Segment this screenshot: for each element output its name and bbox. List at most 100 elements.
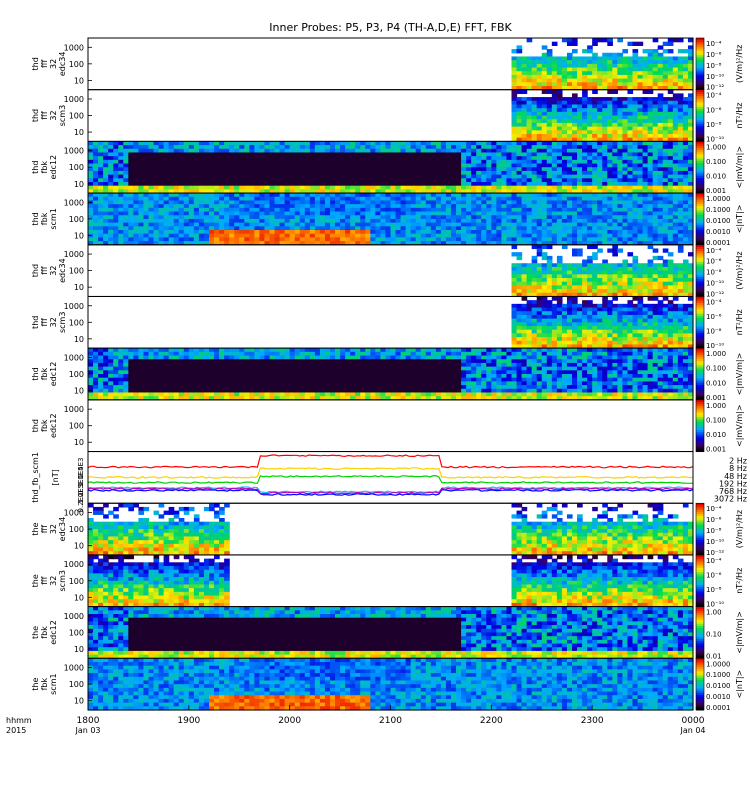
heatmap-cell	[526, 38, 533, 43]
heatmap-cell	[511, 244, 518, 250]
heatmap-cell	[304, 200, 311, 205]
heatmap-cell	[607, 230, 613, 235]
heatmap-cell	[430, 148, 437, 154]
heatmap-cell	[375, 163, 382, 168]
heatmap-cell	[516, 152, 523, 157]
heatmap-cell	[486, 156, 492, 161]
heatmap-cell	[375, 141, 382, 146]
heatmap-cell	[314, 185, 321, 190]
heatmap-cell	[168, 189, 175, 194]
heatmap-cell	[521, 281, 528, 286]
heatmap-cell	[375, 152, 382, 157]
heatmap-cell	[526, 145, 533, 150]
heatmap-cell	[607, 233, 613, 238]
heatmap-cell	[324, 196, 331, 202]
heatmap-cell	[652, 222, 659, 227]
heatmap-cell	[239, 159, 245, 165]
heatmap-cell	[521, 122, 528, 128]
heatmap-cell	[647, 259, 654, 264]
panel-label: thd	[31, 109, 40, 122]
heatmap-cell	[556, 111, 563, 117]
heatmap-cell	[541, 163, 548, 168]
heatmap-cell	[309, 152, 316, 157]
heatmap-cell	[274, 211, 281, 216]
colorbar-cell	[696, 262, 704, 265]
heatmap-cell	[103, 189, 109, 194]
heatmap-cell	[662, 226, 669, 231]
heatmap-cell	[556, 167, 563, 172]
heatmap-cell	[395, 145, 402, 150]
heatmap-cell	[284, 152, 291, 157]
heatmap-cell	[118, 141, 124, 146]
heatmap-cell	[597, 237, 603, 242]
heatmap-cell	[224, 182, 230, 187]
heatmap-cell	[324, 241, 331, 246]
heatmap-cell	[324, 226, 331, 231]
heatmap-cell	[269, 159, 276, 165]
heatmap-cell	[506, 196, 513, 202]
heatmap-cell	[572, 318, 578, 323]
heatmap-cell	[516, 255, 523, 261]
heatmap-cell	[98, 178, 104, 183]
heatmap-cell	[516, 185, 523, 190]
heatmap-cell	[556, 285, 563, 290]
heatmap-cell	[687, 211, 694, 216]
heatmap-cell	[335, 211, 341, 216]
heatmap-cell	[617, 82, 624, 87]
heatmap-cell	[657, 111, 664, 117]
heatmap-cell	[632, 137, 639, 142]
heatmap-cell	[556, 270, 563, 275]
heatmap-cell	[88, 207, 94, 213]
heatmap-cell	[526, 300, 533, 305]
colorbar-cell	[696, 70, 704, 73]
heatmap-cell	[198, 211, 205, 216]
heatmap-cell	[360, 226, 366, 231]
heatmap-cell	[88, 141, 94, 146]
heatmap-cell	[672, 233, 679, 238]
heatmap-cell	[188, 233, 195, 238]
heatmap-cell	[627, 174, 634, 179]
heatmap-cell	[209, 159, 215, 165]
heatmap-cell	[274, 204, 281, 209]
heatmap-cell	[319, 152, 326, 157]
heatmap-cell	[677, 130, 684, 135]
heatmap-cell	[410, 233, 417, 238]
heatmap-cell	[612, 71, 618, 76]
heatmap-cell	[209, 230, 215, 235]
heatmap-cell	[582, 104, 588, 109]
heatmap-cell	[476, 145, 482, 150]
heatmap-cell	[587, 56, 593, 61]
heatmap-cell	[229, 237, 235, 242]
heatmap-cell	[677, 74, 684, 80]
heatmap-cell	[435, 193, 442, 198]
heatmap-cell	[602, 218, 608, 224]
heatmap-cell	[284, 218, 291, 224]
heatmap-cell	[410, 207, 417, 213]
heatmap-cell	[642, 141, 649, 146]
heatmap-cell	[445, 152, 452, 157]
heatmap-cell	[672, 215, 679, 220]
heatmap-cell	[637, 156, 644, 161]
heatmap-cell	[400, 200, 407, 205]
heatmap-cell	[466, 193, 472, 198]
heatmap-cell	[566, 241, 573, 246]
heatmap-cell	[642, 56, 649, 61]
heatmap-cell	[521, 344, 528, 349]
heatmap-cell	[572, 159, 578, 165]
heatmap-cell	[657, 174, 664, 179]
heatmap-cell	[566, 156, 573, 161]
heatmap-cell	[430, 185, 437, 190]
heatmap-cell	[138, 233, 145, 238]
heatmap-cell	[103, 170, 109, 176]
heatmap-cell	[541, 222, 548, 227]
heatmap-cell	[400, 241, 407, 246]
heatmap-cell	[314, 167, 321, 172]
heatmap-cell	[98, 211, 104, 216]
heatmap-cell	[597, 289, 603, 294]
heatmap-cell	[516, 145, 523, 150]
heatmap-cell	[617, 289, 624, 294]
heatmap-cell	[516, 126, 523, 131]
heatmap-cell	[657, 274, 664, 279]
heatmap-cell	[264, 156, 271, 161]
heatmap-cell	[511, 318, 518, 323]
